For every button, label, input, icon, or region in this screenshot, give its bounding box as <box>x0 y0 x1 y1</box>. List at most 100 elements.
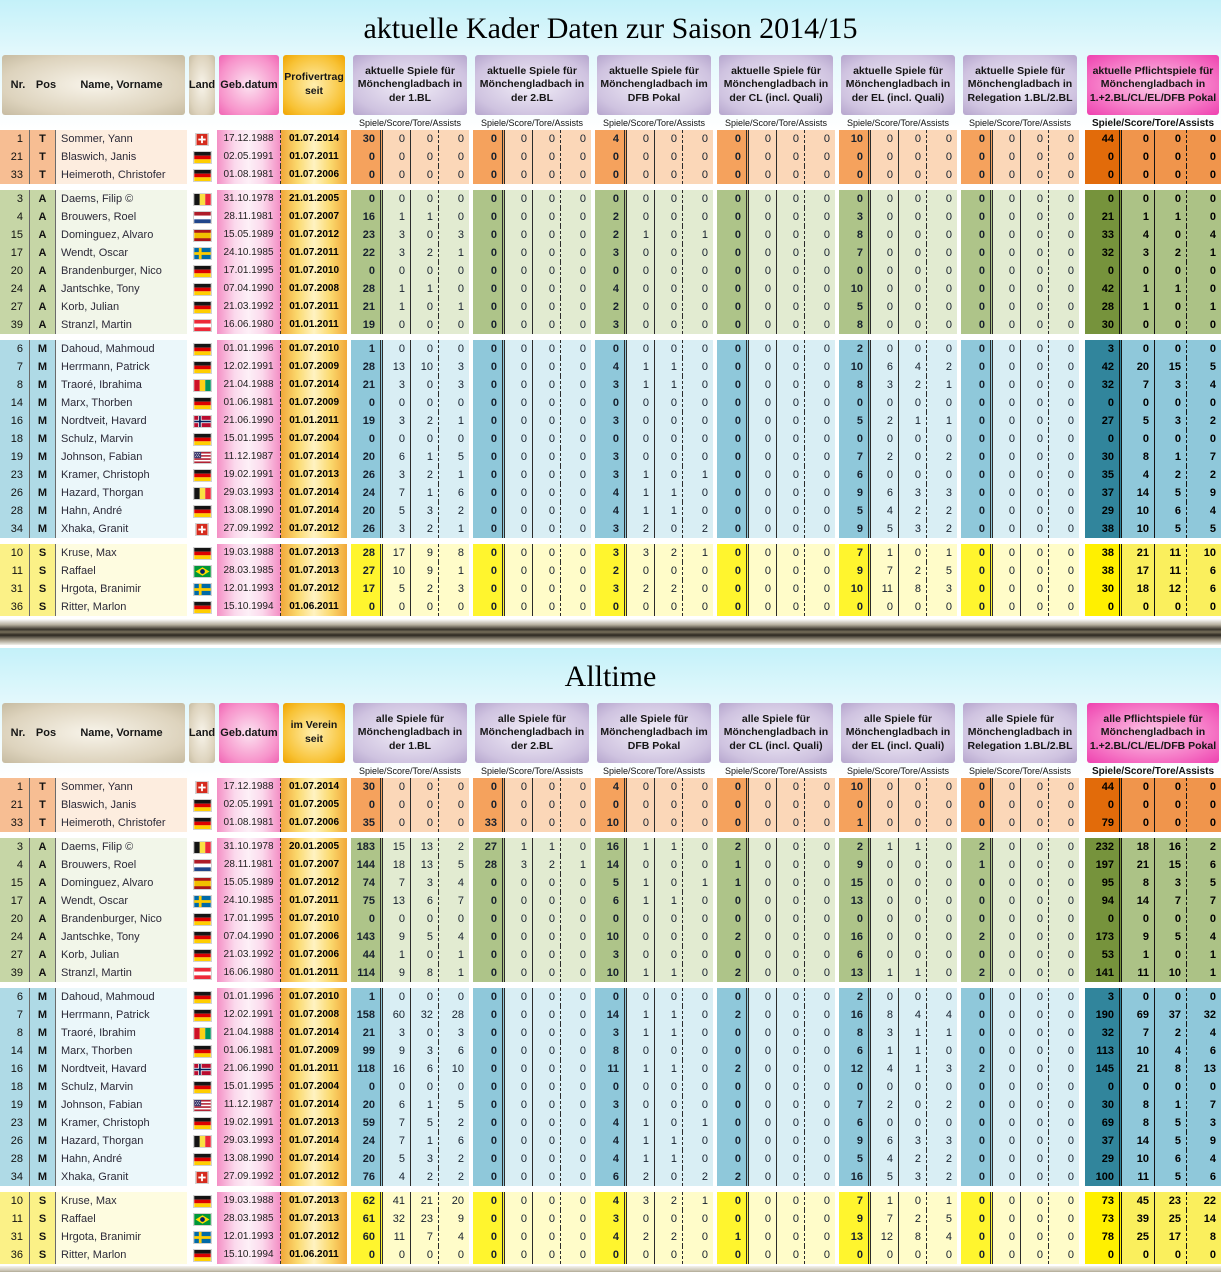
stat-assists-total: 6 <box>1187 856 1221 874</box>
contract-date: 01.07.2013 <box>281 1210 347 1228</box>
stat-score: 0 <box>993 262 1021 280</box>
stat-tore: 0 <box>899 598 927 616</box>
stat-assists: 0 <box>561 928 591 946</box>
stat-assists: 1 <box>683 226 713 244</box>
stat-tore: 0 <box>1021 166 1049 184</box>
stat-tore: 0 <box>655 988 683 1006</box>
stat-score: 1 <box>627 1150 655 1168</box>
stat-score: 0 <box>505 1006 533 1024</box>
stat-tore: 0 <box>777 1246 805 1264</box>
names-header-trio: Nr. Pos Name, Vorname <box>3 78 184 92</box>
stat-tore: 0 <box>533 778 561 796</box>
stat-assists: 0 <box>1049 1042 1079 1060</box>
contract-date: 01.01.2011 <box>281 1060 347 1078</box>
stat-tore: 0 <box>777 1228 805 1246</box>
stat-sublabel: Spiele/Score/Tore/Assists <box>968 118 1072 128</box>
birthdate: 19.02.1991 <box>217 466 281 484</box>
stat-spiele: 4 <box>595 130 627 148</box>
stat-score-total: 5 <box>1122 412 1155 430</box>
stat-spiele: 3 <box>595 520 627 538</box>
contract-date: 01.07.2005 <box>281 796 347 814</box>
player-position: M <box>30 1060 56 1078</box>
player-row: 4 A Brouwers, Roel 28.11.1981 01.07.2007 16 1 1… <box>0 208 1221 226</box>
stat-score: 0 <box>627 1078 655 1096</box>
stat-group-header: alle Spiele für Mönchengladbach in der C… <box>719 703 833 763</box>
stat-spiele-total: 42 <box>1085 358 1122 376</box>
stat-score: 0 <box>505 316 533 334</box>
player-row: 15 A Dominguez, Alvaro 15.05.1989 01.07.2012… <box>0 226 1221 244</box>
player-name: Korb, Julian <box>56 946 187 964</box>
stat-assists: 0 <box>439 1078 469 1096</box>
stat-spiele: 0 <box>351 166 383 184</box>
contract-date: 01.07.2014 <box>281 130 347 148</box>
stat-spiele: 16 <box>839 1006 871 1024</box>
stat-spiele-total: 3 <box>1085 340 1122 358</box>
player-number: 26 <box>0 1132 30 1150</box>
stat-spiele: 4 <box>595 1228 627 1246</box>
stat-assists-total: 4 <box>1187 226 1221 244</box>
stat-tore: 0 <box>655 226 683 244</box>
stat-spiele: 0 <box>717 988 749 1006</box>
stat-score: 0 <box>993 394 1021 412</box>
player-country <box>187 964 217 982</box>
stat-assists: 0 <box>1049 892 1079 910</box>
stat-score: 0 <box>993 838 1021 856</box>
stat-assists: 0 <box>683 244 713 262</box>
stat-assists-total: 13 <box>1187 1060 1221 1078</box>
stat-spiele: 15 <box>839 874 871 892</box>
stat-tore: 0 <box>777 190 805 208</box>
stat-spiele: 0 <box>473 166 505 184</box>
stat-assists: 0 <box>683 598 713 616</box>
stat-assists: 0 <box>805 778 835 796</box>
flag-ch-icon <box>196 1171 208 1183</box>
player-name: Sommer, Yann <box>56 130 187 148</box>
stat-assists: 0 <box>1049 838 1079 856</box>
stat-assists-total: 0 <box>1187 1246 1221 1264</box>
stat-assists: 0 <box>1049 358 1079 376</box>
current-season-column-headers: Nr. Pos Name, Vorname Land Geb.datum Profiver… <box>0 54 1221 130</box>
stat-spiele: 0 <box>839 430 871 448</box>
stat-score-total: 0 <box>1122 394 1155 412</box>
stat-spiele-total: 30 <box>1085 448 1122 466</box>
stat-score: 0 <box>993 466 1021 484</box>
stat-spiele-total: 0 <box>1085 910 1122 928</box>
stat-assists: 0 <box>805 394 835 412</box>
stat-tore: 0 <box>1021 298 1049 316</box>
stat-score: 0 <box>749 928 777 946</box>
stat-spiele: 4 <box>595 484 627 502</box>
current-season-table: aktuelle Kader Daten zur Saison 2014/15 … <box>0 0 1221 616</box>
stat-score-total: 0 <box>1122 316 1155 334</box>
stat-assists: 0 <box>1049 796 1079 814</box>
stat-tore: 0 <box>655 208 683 226</box>
contract-date: 01.07.2014 <box>281 502 347 520</box>
flag-de-icon <box>193 505 211 517</box>
stat-score: 0 <box>749 166 777 184</box>
flag-de-icon <box>193 1117 211 1129</box>
stat-spiele: 20 <box>351 1096 383 1114</box>
stat-tore: 0 <box>777 1006 805 1024</box>
player-name: Traoré, Ibrahim <box>56 1024 187 1042</box>
stat-tore: 0 <box>655 520 683 538</box>
stat-tore: 0 <box>533 208 561 226</box>
stat-assists-total: 7 <box>1187 1096 1221 1114</box>
player-name: Raffael <box>56 1210 187 1228</box>
stat-tore: 1 <box>899 1024 927 1042</box>
stat-tore: 0 <box>777 502 805 520</box>
stat-tore: 1 <box>533 838 561 856</box>
stat-assists: 0 <box>561 892 591 910</box>
stat-spiele: 0 <box>717 316 749 334</box>
stat-assists: 0 <box>683 1150 713 1168</box>
stat-score: 0 <box>627 280 655 298</box>
stat-score: 2 <box>627 1228 655 1246</box>
stat-spiele: 0 <box>473 580 505 598</box>
stat-score: 0 <box>505 262 533 280</box>
stat-score: 0 <box>749 316 777 334</box>
stat-assists: 0 <box>561 874 591 892</box>
stat-assists: 0 <box>927 928 957 946</box>
stat-spiele-total: 37 <box>1085 1132 1122 1150</box>
stat-spiele-total: 53 <box>1085 946 1122 964</box>
stat-score-total: 7 <box>1122 1024 1155 1042</box>
stat-tore: 10 <box>411 358 439 376</box>
stat-tore-total: 0 <box>1155 988 1187 1006</box>
stat-assists: 0 <box>805 298 835 316</box>
